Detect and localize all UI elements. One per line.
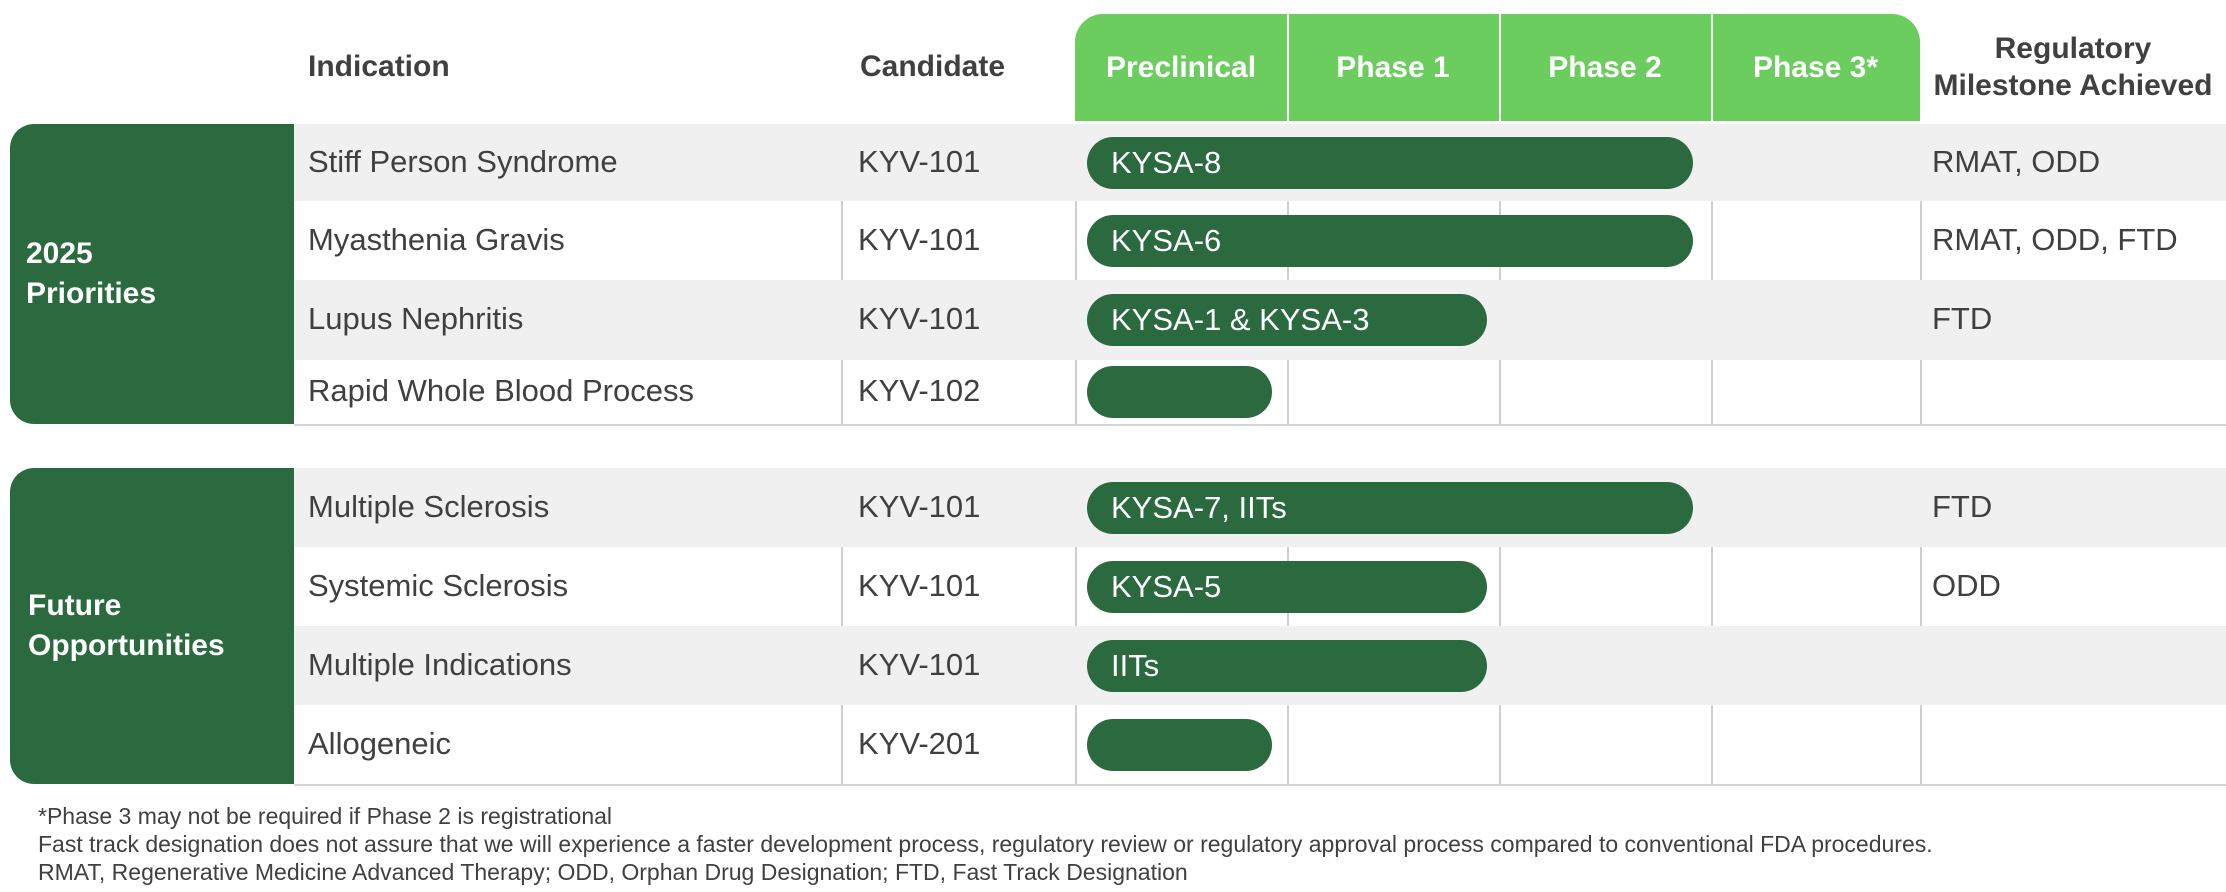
phase-header-phase2: Phase 2 (1548, 50, 1662, 84)
phase-header-divider (1499, 14, 1501, 121)
regulatory-cell: ODD (1932, 567, 2001, 603)
progress-bar: KYSA-5 (1087, 560, 1487, 613)
phase-header-divider (1287, 14, 1289, 121)
indication-cell: Lupus Nephritis (308, 301, 524, 336)
regulatory-cell: FTD (1932, 301, 1993, 336)
group-label-line2: Opportunities (28, 629, 225, 662)
regulatory-cell: FTD (1932, 488, 1993, 524)
progress-bar: IITs (1087, 639, 1487, 692)
indication-cell: Myasthenia Gravis (308, 221, 565, 257)
grid-line-vertical (1920, 124, 1922, 424)
footnote-abbreviations: RMAT, Regenerative Medicine Advanced The… (38, 859, 1188, 885)
progress-bar: KYSA-1 & KYSA-3 (1087, 294, 1487, 346)
candidate-cell: KYV-101 (858, 488, 981, 524)
regulatory-header-line2: Milestone Achieved (1933, 69, 2213, 102)
grid-line-vertical (1075, 124, 1077, 424)
indication-cell: Allogeneic (308, 725, 452, 761)
phase-header-band (1075, 14, 1920, 121)
grid-line-vertical (1287, 124, 1289, 424)
grid-line-horizontal (294, 424, 2226, 426)
phase-header-phase3: Phase 3* (1752, 50, 1879, 84)
grid-line-vertical (1499, 124, 1501, 424)
group-label-line1: 2025 (26, 237, 93, 270)
grid-line-vertical (1711, 124, 1713, 424)
grid-line-vertical (841, 124, 843, 424)
progress-bar: KYSA-7, IITs (1087, 481, 1693, 534)
progress-bar (1087, 718, 1272, 771)
candidate-cell: KYV-101 (858, 567, 981, 603)
phase-header-phase1: Phase 1 (1336, 50, 1450, 84)
progress-bar: KYSA-8 (1087, 136, 1693, 189)
progress-bar (1087, 366, 1272, 418)
phase-header-divider (1711, 14, 1713, 121)
group-label-line2: Priorities (26, 277, 157, 310)
regulatory-cell: RMAT, ODD, FTD (1932, 221, 2178, 257)
footnote-phase3: *Phase 3 may not be required if Phase 2 … (38, 803, 613, 829)
candidate-cell: KYV-101 (858, 221, 981, 257)
indication-cell: Multiple Sclerosis (308, 488, 550, 524)
group-label-line1: Future (28, 589, 122, 622)
grid-line-horizontal (294, 784, 2226, 786)
group-future-opportunities: Future Opportunities (10, 468, 294, 784)
candidate-cell: KYV-101 (858, 143, 981, 179)
indication-cell: Rapid Whole Blood Process (308, 373, 694, 408)
candidate-cell: KYV-201 (858, 725, 981, 761)
indication-cell: Stiff Person Syndrome (308, 143, 618, 179)
group-2025-priorities: 2025 Priorities (10, 124, 294, 424)
indication-cell: Systemic Sclerosis (308, 567, 569, 603)
progress-bar: KYSA-6 (1087, 214, 1693, 267)
candidate-cell: KYV-101 (858, 301, 981, 336)
phase-header-preclinical: Preclinical (1105, 50, 1257, 84)
regulatory-header: Regulatory Milestone Achieved (1920, 30, 2226, 104)
indication-header: Indication (308, 50, 450, 83)
candidate-cell: KYV-102 (858, 373, 981, 408)
footnote-fast-track: Fast track designation does not assure t… (38, 831, 1933, 857)
candidate-header: Candidate (860, 50, 1006, 83)
candidate-cell: KYV-101 (858, 646, 981, 682)
indication-cell: Multiple Indications (308, 646, 572, 682)
regulatory-cell: RMAT, ODD (1932, 143, 2101, 179)
regulatory-header-line1: Regulatory (1994, 32, 2152, 65)
